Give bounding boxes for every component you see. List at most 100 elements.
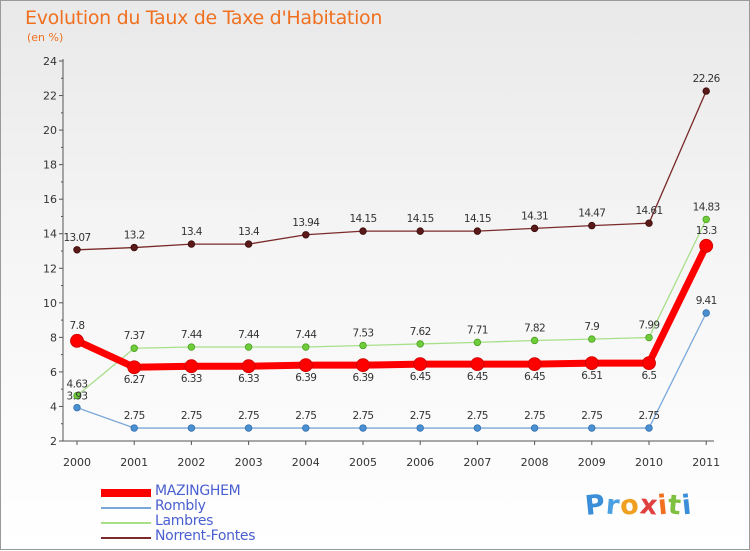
data-point-norrent-fontes xyxy=(187,240,196,248)
data-point-mazinghem xyxy=(642,356,656,371)
data-label-mazinghem: 6.51 xyxy=(581,370,602,382)
x-tick-label: 2009 xyxy=(578,456,606,469)
data-point-rombly xyxy=(244,424,253,432)
chart-subtitle: (en %) xyxy=(27,31,64,44)
data-point-mazinghem xyxy=(527,357,542,372)
data-point-norrent-fontes xyxy=(130,243,138,252)
data-point-lambres xyxy=(73,391,81,400)
data-label-norrent-fontes: 13.94 xyxy=(292,217,320,229)
data-point-norrent-fontes xyxy=(645,219,653,227)
data-label-norrent-fontes: 13.07 xyxy=(63,232,90,244)
data-point-lambres xyxy=(130,344,138,352)
legend-item-rombly: Rombly xyxy=(101,498,321,516)
data-point-mazinghem xyxy=(356,358,370,373)
series-line-lambres xyxy=(76,218,707,397)
data-point-lambres xyxy=(359,341,367,350)
data-label-norrent-fontes: 14.31 xyxy=(521,210,548,222)
x-tick-label: 2008 xyxy=(521,456,549,469)
x-tick-label: 2000 xyxy=(63,456,91,469)
x-tick-label: 2006 xyxy=(406,456,434,469)
data-point-lambres xyxy=(187,343,196,351)
series-points xyxy=(70,87,714,432)
data-point-lambres xyxy=(473,338,482,347)
data-label-lambres: 7.82 xyxy=(524,322,545,334)
y-tick-label: 14 xyxy=(43,228,57,241)
data-point-rombly xyxy=(187,424,196,432)
legend-swatch-norrent-fontes xyxy=(101,537,151,539)
legend-label-norrent-fontes: Norrent-Fontes xyxy=(155,528,256,544)
data-point-mazinghem xyxy=(184,359,199,374)
proxiti-logo: Proxiti xyxy=(583,489,694,522)
data-point-norrent-fontes xyxy=(244,240,253,248)
data-point-lambres xyxy=(702,215,710,224)
data-point-rombly xyxy=(359,424,367,432)
legend-swatch-rombly xyxy=(101,507,151,509)
data-label-norrent-fontes: 13.4 xyxy=(238,226,260,238)
data-label-norrent-fontes: 22.26 xyxy=(693,73,721,85)
data-label-rombly: 9.41 xyxy=(696,295,717,307)
data-point-norrent-fontes xyxy=(530,224,539,233)
data-point-norrent-fontes xyxy=(588,221,596,230)
data-label-rombly: 2.75 xyxy=(639,410,660,422)
y-tick-label: 6 xyxy=(50,366,57,379)
data-point-norrent-fontes xyxy=(73,246,81,254)
data-point-rombly xyxy=(473,424,482,432)
data-label-norrent-fontes: 14.47 xyxy=(578,208,605,220)
x-tick-label: 2010 xyxy=(635,456,663,469)
data-point-rombly xyxy=(530,424,539,432)
legend-label-rombly: Rombly xyxy=(155,498,206,514)
data-point-lambres xyxy=(302,343,310,351)
legend-swatch-lambres xyxy=(101,522,151,524)
y-tick-label: 20 xyxy=(43,124,57,137)
x-tick-label: 2005 xyxy=(349,456,377,469)
data-label-lambres: 4.63 xyxy=(67,379,88,391)
data-label-lambres: 7.37 xyxy=(124,330,145,342)
data-point-rombly xyxy=(130,424,138,432)
data-point-mazinghem xyxy=(699,238,714,253)
series-lines xyxy=(73,90,710,429)
data-label-mazinghem: 6.45 xyxy=(524,371,545,383)
data-label-lambres: 7.44 xyxy=(238,329,260,341)
data-point-mazinghem xyxy=(470,357,485,372)
legend-label-mazinghem: MAZINGHEM xyxy=(155,483,241,499)
series-labels: 13.07 13.2 13.4 13.4 13.94 14.15 14.15 14.15 14.… xyxy=(63,73,721,422)
data-label-rombly: 2.75 xyxy=(467,410,488,422)
data-label-lambres: 7.44 xyxy=(181,329,203,341)
data-point-norrent-fontes xyxy=(302,231,310,239)
series-line-norrent-fontes xyxy=(76,90,707,251)
data-point-norrent-fontes xyxy=(416,227,424,235)
data-label-lambres: 7.53 xyxy=(353,327,374,339)
series-line-mazinghem xyxy=(73,242,710,371)
data-point-lambres xyxy=(645,333,653,342)
data-label-rombly: 2.75 xyxy=(238,410,259,422)
data-label-mazinghem: 6.27 xyxy=(124,374,145,386)
y-tick-label: 10 xyxy=(43,297,57,310)
legend-item-lambres: Lambres xyxy=(101,513,321,531)
data-point-mazinghem xyxy=(127,360,142,375)
data-label-norrent-fontes: 13.2 xyxy=(124,230,145,242)
data-label-rombly: 2.75 xyxy=(124,410,145,422)
data-label-lambres: 14.83 xyxy=(693,201,720,213)
data-label-lambres: 7.9 xyxy=(584,321,599,333)
data-label-norrent-fontes: 14.61 xyxy=(635,205,662,217)
data-point-rombly xyxy=(73,403,81,412)
data-point-rombly xyxy=(702,309,710,317)
data-label-lambres: 7.62 xyxy=(410,326,431,338)
logo-letter: o xyxy=(618,489,642,522)
legend-item-mazinghem: MAZINGHEM xyxy=(101,483,321,501)
y-tick-label: 24 xyxy=(43,55,57,68)
data-point-mazinghem xyxy=(298,358,313,373)
data-point-norrent-fontes xyxy=(702,87,710,95)
data-point-norrent-fontes xyxy=(359,227,367,235)
data-label-lambres: 7.44 xyxy=(295,329,317,341)
legend-swatch-mazinghem xyxy=(101,489,151,497)
data-point-lambres xyxy=(588,335,596,343)
data-label-lambres: 7.99 xyxy=(639,320,660,332)
y-tick-label: 12 xyxy=(43,262,57,275)
data-label-rombly: 2.75 xyxy=(581,410,602,422)
data-label-norrent-fontes: 13.4 xyxy=(181,226,203,238)
data-point-lambres xyxy=(416,340,424,348)
